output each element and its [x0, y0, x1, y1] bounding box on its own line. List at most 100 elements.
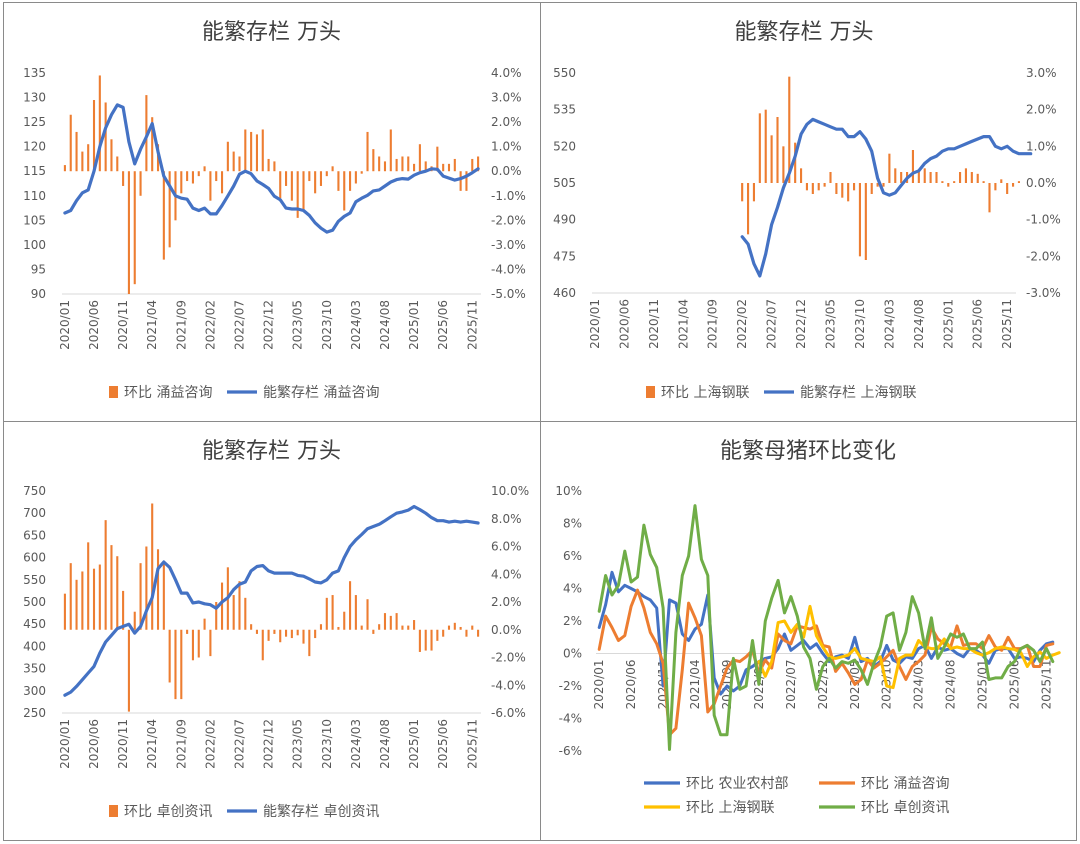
bar	[829, 172, 832, 183]
chart-panel-1: 能繁存栏 万头 135 130 125 120 115 110 105 100 95 90 4.0% 3…	[3, 2, 541, 422]
left-tick-label: 95	[31, 262, 46, 276]
bar	[110, 139, 113, 172]
chart-yongyi: 能繁存栏 万头 135 130 125 120 115 110 105 100 95 90 4.0% 3…	[23, 20, 526, 401]
bar	[395, 613, 398, 630]
x-tick-label: 2020/01	[58, 719, 72, 769]
bar	[191, 629, 194, 661]
bar	[1006, 183, 1009, 194]
bar	[424, 161, 427, 172]
x-tick-label: 2020/11	[116, 300, 130, 350]
right-tick-label: -3.0%	[1026, 286, 1061, 300]
x-tick-label: 2024/08	[912, 299, 926, 349]
bar	[994, 183, 997, 191]
bar	[1000, 179, 1003, 183]
left-tick-label: 550	[23, 573, 46, 587]
x-tick-label: 2023/10	[320, 300, 334, 350]
x-tick-label: 2024/03	[349, 300, 363, 350]
right-tick-label: 1.0%	[1026, 139, 1057, 153]
bar	[799, 168, 803, 183]
bar	[232, 151, 235, 172]
bar	[127, 629, 130, 712]
bar	[302, 629, 305, 644]
line-series	[597, 504, 1055, 751]
x-tick-label: 2025/06	[971, 299, 985, 349]
bar	[378, 156, 381, 172]
left-tick-label: 115	[23, 164, 46, 178]
bar	[459, 626, 462, 630]
bar	[805, 183, 809, 191]
bar	[279, 629, 282, 643]
left-tick-label: 400	[23, 639, 46, 653]
right-tick-label: -1.0%	[491, 189, 526, 203]
bar	[168, 629, 171, 683]
legend-swatch-bar	[646, 386, 655, 398]
x-tick-label: 2025/06	[436, 719, 450, 769]
bar	[337, 626, 340, 630]
x-tick-label: 2025/06	[436, 300, 450, 350]
line-series	[63, 103, 480, 234]
bar	[133, 171, 136, 285]
left-tick-label: 550	[553, 66, 576, 80]
bar	[752, 183, 756, 202]
x-tick-label: 2025/01	[976, 660, 990, 710]
legend-label-bar: 环比 涌益咨询	[124, 385, 212, 401]
x-tick-label: 2023/05	[291, 300, 305, 350]
bar	[459, 171, 462, 191]
x-tick-label: 2020/01	[588, 299, 602, 349]
x-tick-label: 2020/01	[58, 300, 72, 350]
bar	[220, 171, 224, 194]
bar	[168, 171, 171, 248]
x-tick-label: 2022/02	[203, 300, 217, 350]
bar	[776, 117, 779, 183]
bar	[63, 593, 66, 630]
right-tick-label: 6.0%	[491, 540, 522, 554]
x-tick-label: 2022/12	[262, 719, 276, 769]
bar	[471, 625, 474, 630]
right-tick-label: 10.0%	[491, 484, 529, 498]
x-tick-label: 2020/11	[116, 719, 130, 769]
bar	[75, 579, 78, 630]
bar	[876, 183, 879, 187]
left-tick-label: 100	[23, 238, 46, 252]
y-tick-label: -2%	[559, 679, 582, 693]
x-tick-label: 2024/08	[378, 300, 392, 350]
right-tick-label: -1.0%	[1026, 213, 1061, 227]
bar	[471, 158, 474, 172]
bar	[122, 590, 125, 630]
bar	[162, 171, 165, 260]
bar	[87, 144, 90, 172]
bar	[331, 166, 334, 172]
x-tick-label: 2022/02	[735, 299, 749, 349]
bar	[116, 556, 119, 630]
x-tick-label: 2022/07	[784, 660, 798, 710]
bar	[970, 172, 973, 183]
bar	[122, 171, 125, 186]
x-tick-label: 2021/09	[706, 299, 720, 349]
right-tick-label: 1.0%	[491, 140, 522, 154]
bar	[273, 161, 276, 172]
legend-label: 环比 上海钢联	[686, 800, 774, 816]
y-tick-label: 6%	[563, 549, 582, 563]
chart-panel-4: 能繁母猪环比变化 10% 8% 6% 4% 2% 0% -2% -4% -6% 2020/01 202…	[540, 421, 1077, 841]
left-tick-label: 700	[23, 506, 46, 520]
bar	[424, 629, 427, 651]
bar	[104, 520, 107, 630]
x-tick-label: 2022/07	[232, 300, 246, 350]
x-tick-label: 2020/11	[647, 299, 661, 349]
bar	[911, 150, 915, 183]
bar	[343, 171, 346, 211]
bar	[215, 602, 218, 630]
bar	[929, 172, 932, 183]
legend-label-line: 能繁存栏 卓创资讯	[263, 804, 379, 820]
bar	[319, 171, 323, 186]
bar	[285, 171, 288, 186]
bar	[127, 171, 130, 294]
x-tick-label: 2022/12	[794, 299, 808, 349]
bar	[917, 172, 920, 183]
left-tick-label: 110	[23, 189, 46, 203]
bar	[401, 156, 404, 172]
bar	[366, 599, 369, 630]
bar	[360, 625, 363, 630]
left-tick-label: 500	[23, 595, 46, 609]
right-tick-label: 4.0%	[491, 567, 522, 581]
